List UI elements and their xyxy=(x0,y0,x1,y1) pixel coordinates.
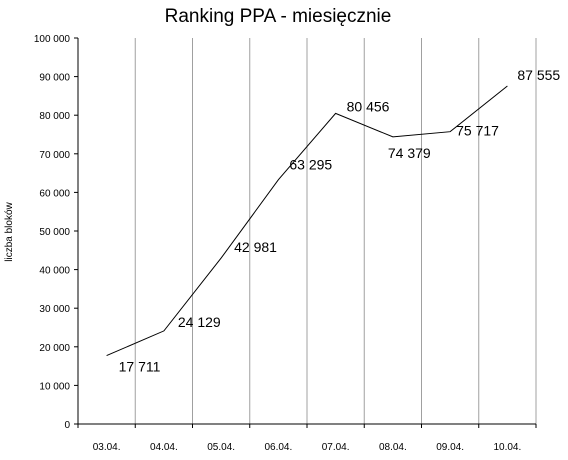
data-label: 24 129 xyxy=(178,314,221,330)
y-axis-label: liczba bloków xyxy=(4,201,15,261)
data-label: 74 379 xyxy=(388,145,431,161)
y-tick-label: 20 000 xyxy=(39,343,70,354)
series-line xyxy=(106,85,508,357)
data-label: 75 717 xyxy=(456,123,499,139)
x-tick-label: 04.04. xyxy=(150,442,178,453)
data-label: 42 981 xyxy=(234,239,277,255)
y-tick-label: 80 000 xyxy=(39,111,70,122)
x-tick-label: 10.04. xyxy=(493,442,521,453)
y-tick-labels: 0 10 000 20 000 30 000 40 000 50 000 60 000 70 … xyxy=(34,34,71,431)
series-line-group xyxy=(106,85,508,357)
y-tick-label: 30 000 xyxy=(39,304,70,315)
x-tick-label: 09.04. xyxy=(436,442,464,453)
x-tick-label: 05.04. xyxy=(207,442,235,453)
y-tick-label: 40 000 xyxy=(39,266,70,277)
data-label: 63 295 xyxy=(289,157,332,173)
data-label: 80 456 xyxy=(347,98,390,114)
y-tick-label: 100 000 xyxy=(34,34,71,45)
y-tick-label: 90 000 xyxy=(39,73,70,84)
y-tick-label: 0 xyxy=(64,420,70,431)
y-tick-label: 60 000 xyxy=(39,188,70,199)
axes xyxy=(74,37,537,428)
y-tick-label: 10 000 xyxy=(39,381,70,392)
data-labels: 17 711 24 129 42 981 63 295 80 456 74 379 75 7… xyxy=(119,67,561,375)
data-label: 17 711 xyxy=(119,359,161,375)
x-tick-label: 08.04. xyxy=(379,442,407,453)
y-tick-label: 50 000 xyxy=(39,227,70,238)
y-tick-label: 70 000 xyxy=(39,150,70,161)
x-tick-labels: 03.04. 04.04. 05.04. 06.04. 07.04. 08.04. 09.0… xyxy=(93,442,522,453)
grid-lines xyxy=(134,38,537,424)
data-label: 87 555 xyxy=(517,67,560,83)
x-tick-label: 03.04. xyxy=(93,442,121,453)
x-tick-label: 07.04. xyxy=(322,442,350,453)
x-tick-label: 06.04. xyxy=(264,442,292,453)
chart-title: Ranking PPA - miesięcznie xyxy=(165,6,392,27)
